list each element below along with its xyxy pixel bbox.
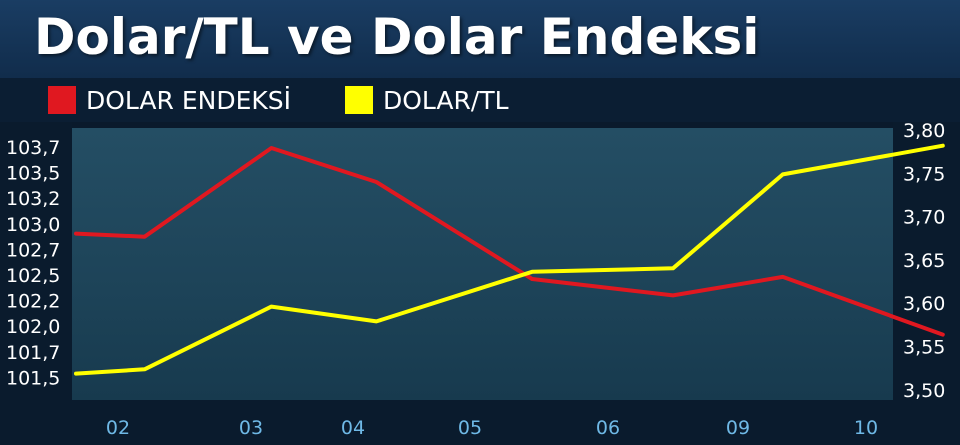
left-axis-tick-label: 101,5 — [6, 367, 60, 389]
right-axis-tick-label: 3,50 — [903, 380, 945, 402]
x-axis-tick-label: 04 — [341, 417, 365, 439]
left-axis-panel — [0, 122, 72, 400]
x-axis-tick-label: 02 — [106, 417, 130, 439]
series-line-dolar-tl — [74, 143, 945, 376]
right-axis-tick-label: 3,55 — [903, 337, 945, 359]
left-axis-tick-label: 101,7 — [6, 342, 60, 364]
legend-label-dolar-endeksi: DOLAR ENDEKSİ — [86, 85, 292, 115]
legend-item-dolar-tl: DOLAR/TL — [345, 78, 509, 122]
left-axis-tick-label: 102,5 — [6, 265, 60, 287]
left-axis-tick-label: 102,2 — [6, 291, 60, 313]
right-axis-panel — [893, 122, 960, 400]
right-axis-tick-label: 3,70 — [903, 207, 945, 229]
x-axis-tick-label: 09 — [726, 417, 750, 439]
legend-swatch-yellow — [345, 86, 373, 114]
x-axis-tick-label: 05 — [458, 417, 482, 439]
left-axis-tick-label: 102,7 — [6, 239, 60, 261]
series-line-dolar-endeksi — [74, 146, 945, 337]
legend-item-dolar-endeksi: DOLAR ENDEKSİ — [48, 78, 291, 122]
legend-label-dolar-tl: DOLAR/TL — [383, 85, 509, 115]
x-axis-tick-label: 10 — [854, 417, 878, 439]
right-axis-tick-label: 3,75 — [903, 163, 945, 185]
legend-swatch-red — [48, 86, 76, 114]
plot-area — [72, 128, 893, 400]
left-axis-tick-label: 103,7 — [6, 137, 60, 159]
right-axis-tick-label: 3,80 — [903, 120, 945, 142]
left-axis-tick-label: 102,0 — [6, 316, 60, 338]
left-axis-tick-label: 103,5 — [6, 163, 60, 185]
chart-title: Dolar/TL ve Dolar Endeksi — [34, 8, 760, 66]
right-axis-tick-label: 3,60 — [903, 293, 945, 315]
left-axis-tick-label: 103,2 — [6, 188, 60, 210]
right-axis-tick-label: 3,65 — [903, 250, 945, 272]
x-axis-tick-label: 03 — [239, 417, 263, 439]
bottom-axis-panel — [0, 400, 960, 445]
legend: DOLAR ENDEKSİ DOLAR/TL — [0, 78, 960, 122]
left-axis-tick-label: 103,0 — [6, 214, 60, 236]
x-axis-tick-label: 06 — [596, 417, 620, 439]
